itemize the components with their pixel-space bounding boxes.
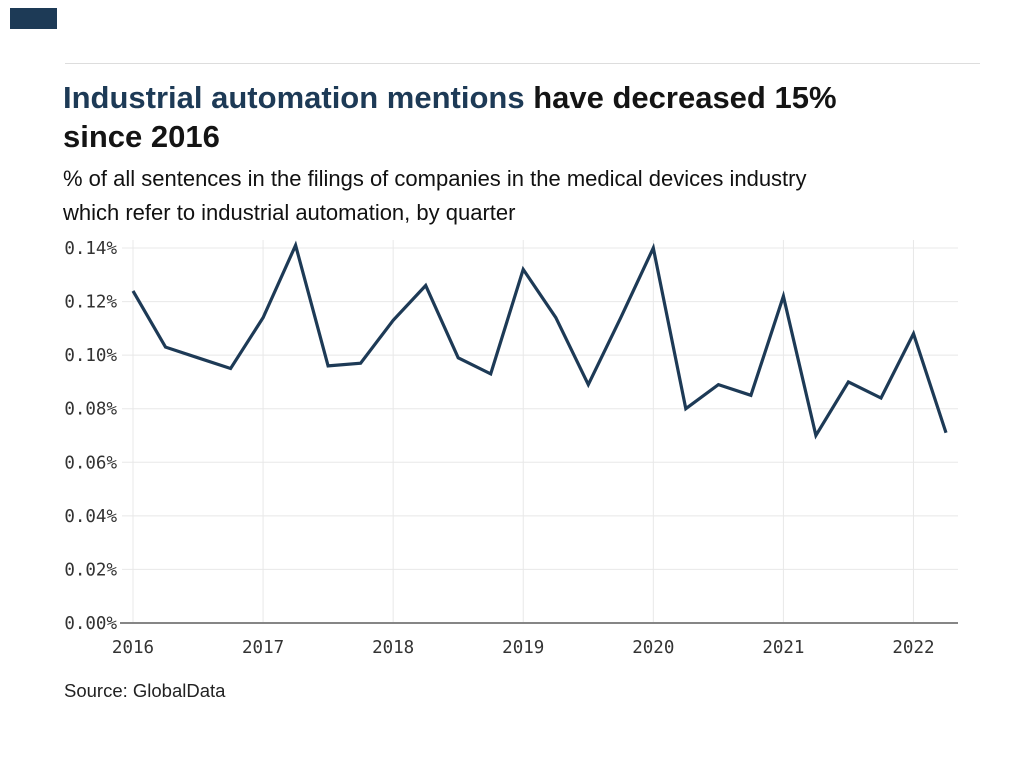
subtitle-line2: which refer to industrial automation, by… [63, 200, 516, 225]
chart-subtitle: % of all sentences in the filings of com… [63, 162, 983, 230]
chart-title: Industrial automation mentions have decr… [63, 78, 973, 156]
subtitle-line1: % of all sentences in the filings of com… [63, 166, 807, 191]
x-axis-tick-2018: 2018 [372, 638, 414, 658]
y-axis-tick-0.12%: 0.12% [64, 293, 117, 313]
y-axis-tick-0.14%: 0.14% [64, 239, 117, 259]
y-axis-tick-0.00%: 0.00% [64, 614, 117, 634]
y-axis-tick-0.08%: 0.08% [64, 400, 117, 420]
x-axis-tick-2021: 2021 [762, 638, 804, 658]
y-axis-tick-0.06%: 0.06% [64, 453, 117, 473]
x-axis-tick-2019: 2019 [502, 638, 544, 658]
brand-logo-block [10, 8, 57, 29]
series-line-industrial-automation [131, 240, 948, 440]
x-axis-tick-2016: 2016 [112, 638, 154, 658]
x-axis-tick-2017: 2017 [242, 638, 284, 658]
y-axis-tick-0.02%: 0.02% [64, 560, 117, 580]
top-divider [65, 63, 980, 64]
title-highlight: Industrial automation mentions [63, 80, 525, 115]
title-line2: since 2016 [63, 119, 220, 154]
source-label: Source: GlobalData [64, 680, 226, 701]
y-axis-tick-0.04%: 0.04% [64, 507, 117, 527]
y-axis-tick-0.10%: 0.10% [64, 346, 117, 366]
x-axis-tick-2022: 2022 [892, 638, 934, 658]
x-axis-tick-2020: 2020 [632, 638, 674, 658]
title-rest: have decreased 15% [524, 80, 837, 115]
